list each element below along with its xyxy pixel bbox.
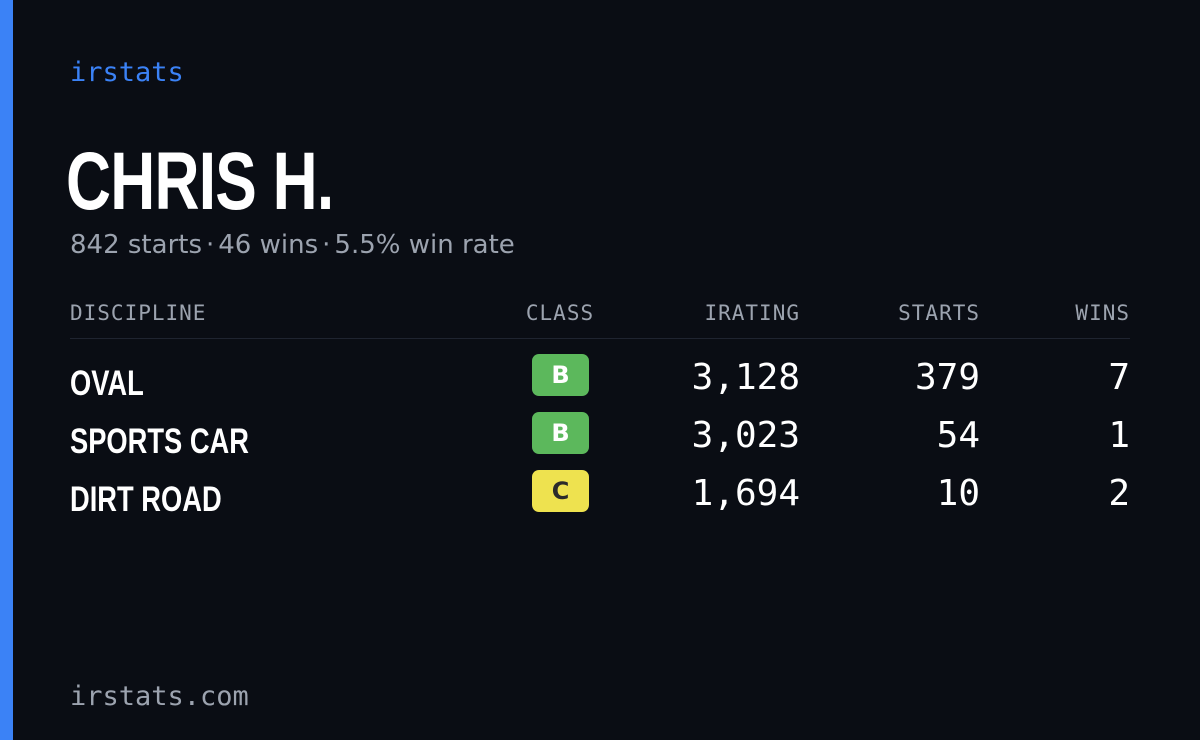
table-row: OVAL B 3,128 379 7 (70, 350, 1130, 408)
player-summary: 842 starts · 46 wins · 5.5% win rate (70, 228, 515, 262)
irating-value: 3,023 (691, 415, 800, 456)
footer-url: irstats.com (70, 681, 249, 712)
table-row: SPORTS CAR B 3,023 54 1 (70, 408, 1130, 466)
header-wins: WINS (1075, 301, 1130, 325)
separator-dot: · (322, 230, 331, 260)
table-row: DIRT ROAD C 1,694 10 2 (70, 466, 1130, 524)
table-header: DISCIPLINE CLASS IRATING STARTS WINS (70, 300, 1130, 339)
win-rate: 5.5% win rate (334, 230, 515, 260)
player-name: CHRIS H. (66, 136, 334, 227)
discipline-name: OVAL (70, 364, 144, 403)
accent-bar (0, 0, 13, 740)
discipline-name: SPORTS CAR (70, 422, 249, 461)
header-class: CLASS (525, 301, 595, 325)
wins-value: 1 (1108, 415, 1130, 456)
wins-value: 2 (1108, 473, 1130, 514)
separator-dot: · (206, 230, 215, 260)
irating-value: 1,694 (691, 473, 800, 514)
starts-value: 10 (936, 473, 980, 514)
brand-logo: irstats (70, 57, 184, 88)
starts-count: 842 starts (70, 230, 202, 260)
class-badge: B (532, 354, 589, 396)
starts-value: 379 (914, 357, 980, 398)
wins-value: 7 (1108, 357, 1130, 398)
class-badge: B (532, 412, 589, 454)
starts-value: 54 (936, 415, 980, 456)
header-starts: STARTS (898, 301, 980, 325)
class-badge: C (532, 470, 589, 512)
irating-value: 3,128 (691, 357, 800, 398)
discipline-name: DIRT ROAD (70, 480, 222, 519)
header-irating: IRATING (704, 301, 800, 325)
wins-count: 46 wins (218, 230, 319, 260)
header-discipline: DISCIPLINE (70, 301, 207, 325)
